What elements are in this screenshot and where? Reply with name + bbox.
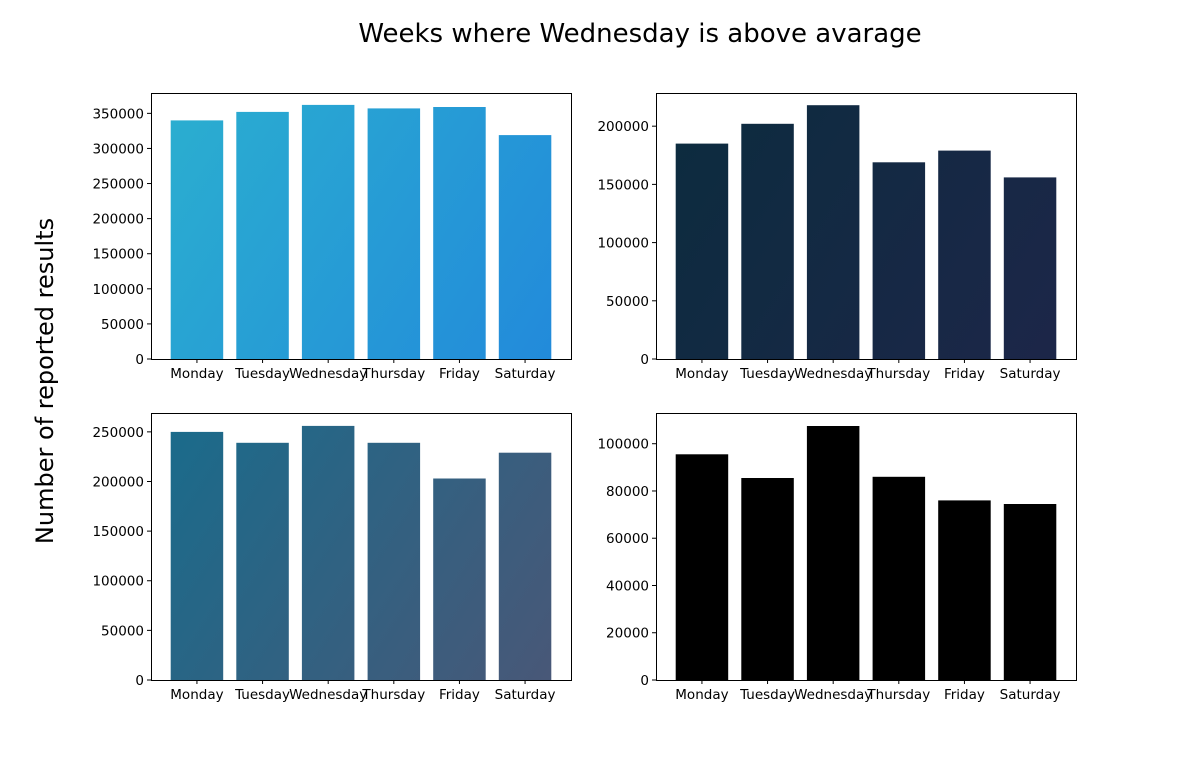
x-tick-label: Tuesday	[739, 687, 795, 703]
y-tick-label: 150000	[597, 177, 649, 193]
x-tick-label: Monday	[675, 366, 728, 382]
y-tick-label: 0	[640, 352, 649, 368]
x-tick-label: Saturday	[1000, 687, 1061, 703]
y-tick-label: 200000	[597, 119, 649, 135]
x-tick-label: Monday	[675, 687, 728, 703]
x-tick-label: Tuesday	[739, 366, 795, 382]
y-tick-label: 50000	[101, 317, 144, 333]
bar-saturday	[1003, 177, 1057, 359]
bar-tuesday	[741, 478, 794, 680]
y-tick-label: 200000	[92, 474, 144, 490]
y-tick-label: 50000	[101, 623, 144, 639]
bar-thursday	[872, 476, 926, 680]
bar-monday	[675, 143, 729, 359]
bar-wednesday	[806, 426, 860, 680]
chart-suptitle: Weeks where Wednesday is above avarage	[358, 19, 921, 49]
x-tick-label: Thursday	[361, 366, 425, 382]
y-tick-label: 20000	[606, 626, 649, 642]
y-tick-label: 100000	[597, 437, 649, 453]
x-tick-label: Wednesday	[794, 687, 872, 703]
bar-tuesday	[741, 123, 794, 359]
y-tick-label: 50000	[606, 294, 649, 310]
y-tick-label: 80000	[606, 484, 649, 500]
bar-thursday	[367, 442, 421, 680]
x-tick-label: Monday	[170, 366, 223, 382]
y-tick-label: 40000	[606, 578, 649, 594]
bar-friday	[433, 107, 486, 359]
y-tick-label: 150000	[92, 247, 144, 263]
axes-frame	[656, 93, 1077, 360]
bar-monday	[675, 454, 729, 680]
y-tick-label: 100000	[597, 236, 649, 252]
axes-frame	[151, 93, 572, 360]
bar-monday	[170, 431, 224, 680]
bar-tuesday	[236, 442, 289, 680]
x-tick-label: Thursday	[866, 366, 930, 382]
y-tick-label: 0	[640, 673, 649, 689]
y-tick-label: 350000	[92, 106, 144, 122]
y-tick-label: 200000	[92, 212, 144, 228]
x-tick-label: Friday	[944, 366, 985, 382]
x-tick-label: Friday	[944, 687, 985, 703]
y-tick-label: 0	[135, 352, 144, 368]
bar-saturday	[1003, 504, 1057, 680]
x-tick-label: Friday	[439, 687, 480, 703]
bar-saturday	[498, 452, 552, 680]
bar-friday	[433, 478, 486, 680]
x-tick-label: Friday	[439, 366, 480, 382]
bar-monday	[170, 120, 224, 360]
bar-friday	[938, 500, 991, 680]
y-tick-label: 0	[135, 673, 144, 689]
x-tick-label: Thursday	[866, 687, 930, 703]
x-tick-label: Thursday	[361, 687, 425, 703]
x-tick-label: Saturday	[1000, 366, 1061, 382]
y-tick-label: 300000	[92, 141, 144, 157]
axes-frame	[656, 413, 1077, 681]
y-tick-label: 60000	[606, 531, 649, 547]
x-tick-label: Wednesday	[794, 366, 872, 382]
bar-wednesday	[301, 425, 355, 680]
bar-wednesday	[301, 104, 355, 360]
x-tick-label: Wednesday	[289, 687, 367, 703]
y-tick-label: 250000	[92, 177, 144, 193]
bar-wednesday	[806, 105, 860, 359]
shared-y-axis-label: Number of reported results	[31, 218, 59, 544]
x-tick-label: Monday	[170, 687, 223, 703]
axes-frame	[151, 413, 572, 681]
y-tick-label: 250000	[92, 425, 144, 441]
x-tick-label: Tuesday	[234, 366, 290, 382]
bar-friday	[938, 150, 991, 359]
bar-saturday	[498, 135, 552, 359]
x-tick-label: Saturday	[495, 366, 556, 382]
x-tick-label: Saturday	[495, 687, 556, 703]
bar-thursday	[872, 162, 926, 359]
x-tick-label: Tuesday	[234, 687, 290, 703]
bar-thursday	[367, 108, 421, 360]
y-tick-label: 100000	[92, 574, 144, 590]
bar-tuesday	[236, 111, 289, 360]
y-tick-label: 150000	[92, 524, 144, 540]
x-tick-label: Wednesday	[289, 366, 367, 382]
y-tick-label: 100000	[92, 282, 144, 298]
